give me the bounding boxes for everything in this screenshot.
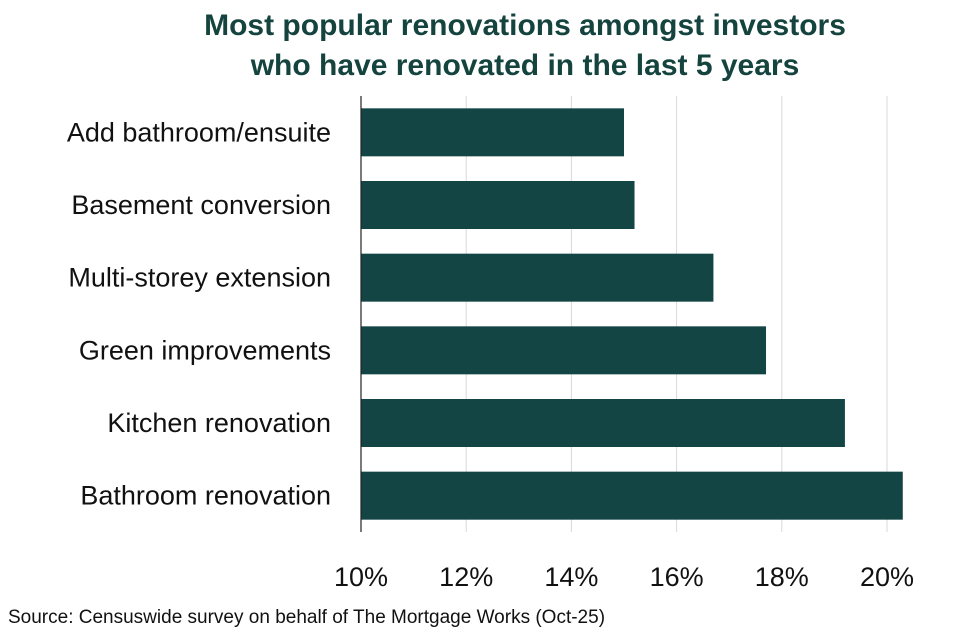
- bar: [361, 181, 635, 229]
- category-label: Green improvements: [79, 335, 331, 365]
- source-note: Source: Censuswide survey on behalf of T…: [8, 607, 606, 628]
- x-tick-label: 14%: [544, 562, 598, 592]
- chart-title-line-2: who have renovated in the last 5 years: [250, 49, 800, 82]
- category-label: Multi-storey extension: [68, 263, 331, 293]
- category-label: Basement conversion: [71, 190, 331, 220]
- x-tick-label: 10%: [334, 562, 388, 592]
- x-tick-label: 12%: [439, 562, 493, 592]
- x-tick-label: 16%: [650, 562, 704, 592]
- category-label: Kitchen renovation: [107, 408, 331, 438]
- bar: [361, 108, 624, 157]
- chart-title: Most popular renovations amongst investo…: [100, 6, 950, 86]
- bar: [361, 471, 903, 520]
- bar: [361, 399, 845, 447]
- bar: [361, 253, 714, 302]
- chart-title-line-1: Most popular renovations amongst investo…: [204, 9, 846, 42]
- category-label: Bathroom renovation: [80, 481, 331, 511]
- bar: [361, 326, 767, 375]
- category-label: Add bathroom/ensuite: [67, 117, 331, 147]
- x-tick-label: 20%: [860, 562, 914, 592]
- x-tick-label: 18%: [755, 562, 809, 592]
